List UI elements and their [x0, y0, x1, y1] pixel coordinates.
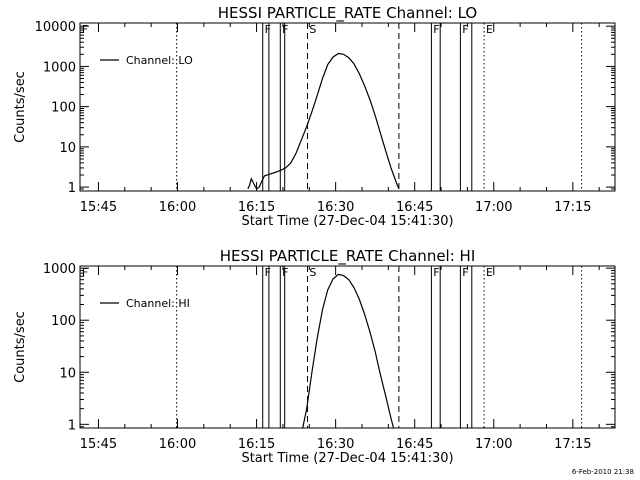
x-tick-label: 17:15	[554, 437, 591, 452]
x-tick-label: 16:15	[238, 200, 275, 215]
x-axis-label: Start Time (27-Dec-04 15:41:30)	[241, 451, 453, 466]
footer-date: 6-Feb-2010 21:38	[571, 468, 634, 476]
x-tick-label: 16:30	[317, 437, 354, 452]
y-axis-label: Counts/sec	[13, 71, 28, 143]
event-marker-label: F	[265, 266, 271, 279]
event-marker-label: F	[282, 266, 288, 279]
plot-frame	[79, 22, 616, 192]
y-tick-label: 1	[68, 418, 76, 433]
event-marker-label: E	[486, 266, 493, 279]
x-tick-label: 17:00	[475, 200, 512, 215]
event-marker-label: F	[433, 266, 439, 279]
chart-title: HESSI PARTICLE_RATE Channel: HI	[220, 247, 476, 266]
x-tick-label: 15:45	[80, 437, 117, 452]
x-tick-label: 17:15	[554, 200, 591, 215]
event-marker-label: S	[309, 23, 316, 36]
x-axis-label: Start Time (27-Dec-04 15:41:30)	[241, 214, 453, 229]
y-tick-label: 100	[51, 101, 76, 116]
event-marker-label: F	[82, 23, 88, 36]
data-series-line	[302, 273, 395, 429]
x-tick-label: 16:00	[159, 437, 196, 452]
event-marker-label: F	[462, 266, 468, 279]
x-tick-label: 16:30	[317, 200, 354, 215]
y-tick-label: 10000	[35, 20, 76, 35]
y-tick-label: 1000	[43, 60, 76, 75]
event-marker-label: F	[462, 23, 468, 36]
event-marker-label: F	[82, 266, 88, 279]
event-marker-label: F	[282, 23, 288, 36]
x-tick-label: 16:15	[238, 437, 275, 452]
y-tick-label: 100	[51, 314, 76, 329]
event-marker-label: S	[309, 266, 316, 279]
chart-title: HESSI PARTICLE_RATE Channel: LO	[218, 4, 477, 23]
event-marker-label: F	[433, 23, 439, 36]
y-axis-label: Counts/sec	[13, 311, 28, 383]
y-tick-label: 10	[59, 141, 76, 156]
event-marker-label: F	[265, 23, 271, 36]
x-tick-label: 15:45	[80, 200, 117, 215]
y-tick-label: 10	[59, 366, 76, 381]
x-tick-label: 16:00	[159, 200, 196, 215]
legend-label: Channel: HI	[126, 297, 190, 310]
data-series-line	[247, 52, 400, 190]
y-tick-label: 1000	[43, 262, 76, 277]
x-tick-label: 17:00	[475, 437, 512, 452]
y-tick-label: 1	[68, 181, 76, 196]
x-tick-label: 16:45	[396, 437, 433, 452]
plot-frame	[79, 265, 616, 429]
x-tick-label: 16:45	[396, 200, 433, 215]
event-marker-label: E	[486, 23, 493, 36]
legend-label: Channel: LO	[126, 54, 193, 67]
